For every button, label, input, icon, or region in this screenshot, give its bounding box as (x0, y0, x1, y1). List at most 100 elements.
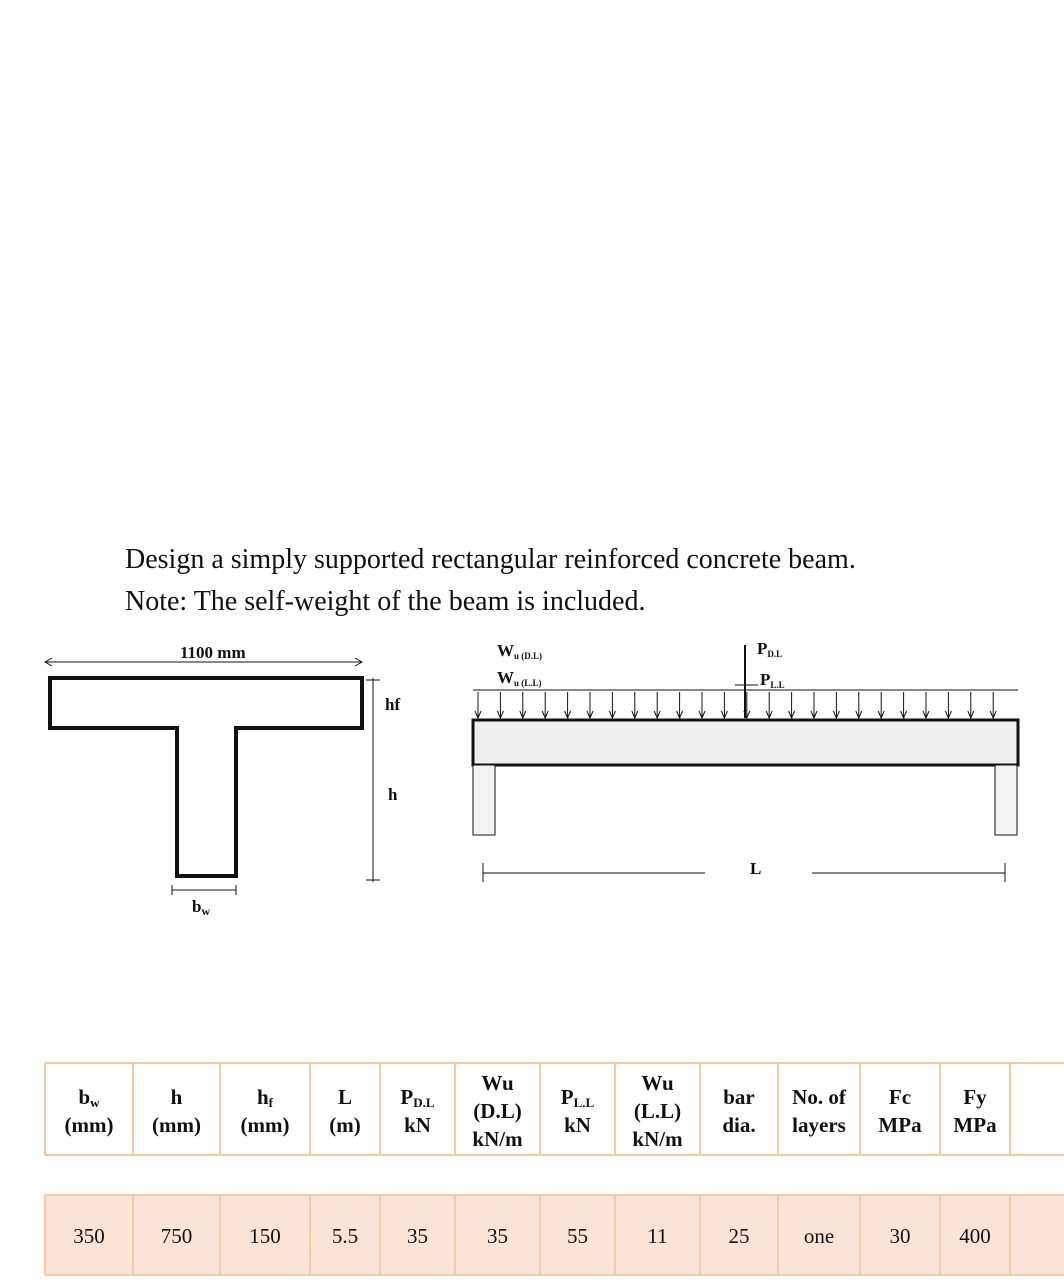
header-unit: MPa (953, 1113, 997, 1137)
header-unit: kN (564, 1113, 591, 1137)
header-main: Wu (481, 1071, 514, 1095)
header-main: Fy (963, 1085, 987, 1109)
cell: 25 (729, 1224, 750, 1248)
load-arrows (474, 692, 997, 720)
header-sub: L.L (574, 1095, 595, 1110)
header-name: P (561, 1085, 574, 1109)
header-sub: w (90, 1095, 100, 1110)
arrow-head (564, 710, 572, 720)
label-main: b (192, 897, 201, 916)
header-main: bw (78, 1085, 100, 1110)
header-main: Wu (641, 1071, 674, 1095)
arrow-head (743, 710, 751, 720)
label-main: P (760, 670, 770, 689)
header-main: L (338, 1085, 352, 1109)
header-name: h (171, 1085, 183, 1109)
arrow-head (496, 710, 504, 720)
header-name: Fc (889, 1085, 911, 1109)
label-sub: w (201, 904, 210, 918)
problem-line: Design a simply supported rectangular re… (125, 544, 856, 575)
header-unit: (mm) (152, 1113, 201, 1137)
header-main: PD.L (400, 1085, 434, 1110)
header-name: Fy (963, 1085, 987, 1109)
arrow-head (519, 710, 527, 720)
header-unit: dia. (722, 1113, 755, 1137)
label: Wu (D.L) (497, 641, 542, 661)
cell: 5.5 (332, 1224, 358, 1248)
cell: 35 (487, 1224, 508, 1248)
label-sub: L.L (770, 680, 784, 690)
arrow-head (720, 710, 728, 720)
header-name: bar (723, 1085, 755, 1109)
arrow-head (877, 710, 885, 720)
header-sub: (D.L) (473, 1099, 521, 1123)
label-main: W (497, 641, 514, 660)
cell: 55 (567, 1224, 588, 1248)
header-sub: D.L (413, 1095, 435, 1110)
header-unit: layers (792, 1113, 846, 1137)
arrow-head (989, 710, 997, 720)
cell: 35 (407, 1224, 428, 1248)
label-main: P (757, 639, 767, 658)
arrow-head (586, 710, 594, 720)
arrow-head (944, 710, 952, 720)
cell: 150 (249, 1224, 281, 1248)
cell: 11 (647, 1224, 667, 1248)
arrow-head (967, 710, 975, 720)
arrow-head (922, 710, 930, 720)
cell: 750 (161, 1224, 193, 1248)
arrow-head (900, 710, 908, 720)
header-main: h (171, 1085, 183, 1109)
arrow-head (474, 710, 482, 720)
label: PD.L (757, 639, 782, 659)
header-name: L (338, 1085, 352, 1109)
header-main: PL.L (561, 1085, 595, 1110)
label-sub: u (D.L) (514, 651, 542, 661)
arrow-head (698, 710, 706, 720)
header-name: h (257, 1085, 269, 1109)
header-unit: (mm) (65, 1113, 114, 1137)
t-section (43, 657, 380, 895)
cell: 30 (890, 1224, 911, 1248)
arrow-head (855, 710, 863, 720)
header-main: Fc (889, 1085, 911, 1109)
header-sub: (L.L) (634, 1099, 681, 1123)
header-sub: f (269, 1095, 274, 1110)
label: hf (385, 695, 400, 714)
label-sub: u (L.L) (514, 678, 542, 688)
cell: one (804, 1224, 834, 1248)
header-unit: MPa (878, 1113, 922, 1137)
label: PL.L (760, 670, 785, 690)
label: 1100 mm (180, 643, 246, 662)
label: h (388, 785, 398, 804)
arrow-head (676, 710, 684, 720)
header-unit: kN/m (472, 1127, 523, 1151)
header-name: b (78, 1085, 90, 1109)
header-name: P (400, 1085, 413, 1109)
cell: 350 (73, 1224, 105, 1248)
row-bg (45, 1195, 1064, 1275)
header-unit: (m) (329, 1113, 360, 1137)
header-main: No. of (792, 1085, 847, 1109)
arrow-head (810, 710, 818, 720)
arrow-head (765, 710, 773, 720)
header-unit: kN/m (632, 1127, 683, 1151)
header-name: No. of (792, 1085, 847, 1109)
arrow-head (653, 710, 661, 720)
label-sub: D.L (767, 649, 782, 659)
label: bw (192, 897, 210, 918)
label-main: W (497, 668, 514, 687)
label: L (750, 859, 761, 878)
header-main: bar (723, 1085, 755, 1109)
label: Wu (L.L) (497, 668, 542, 688)
header-unit: (mm) (241, 1113, 290, 1137)
header-main: hf (257, 1085, 274, 1110)
arrow-head (631, 710, 639, 720)
arrow-head (541, 710, 549, 720)
arrow-head (788, 710, 796, 720)
beam (471, 645, 1020, 882)
arrow-head (608, 710, 616, 720)
problem-line: Note: The self-weight of the beam is inc… (125, 586, 645, 617)
cell: 400 (959, 1224, 991, 1248)
